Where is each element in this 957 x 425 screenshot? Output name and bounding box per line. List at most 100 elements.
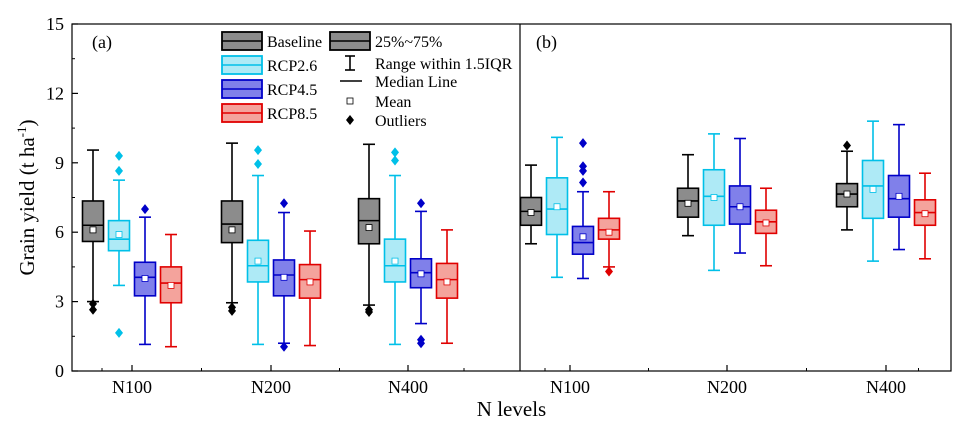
x-tick-label-panel1-n200: N200 xyxy=(251,377,291,397)
panel2-n400-baseline-box-group xyxy=(835,140,859,231)
panel2-n400-baseline-outlier-1 xyxy=(843,140,851,151)
panel2-n100-rcp8-5-outlier-1 xyxy=(605,266,613,277)
legend-entry-rcp2-6: RCP2.6 xyxy=(221,55,317,75)
panel1-n100-rcp2-6-outlier-3 xyxy=(115,327,123,338)
y-tick-label-12: 12 xyxy=(46,83,64,103)
panel1-n200-rcp2-6-outlier-1 xyxy=(254,145,262,156)
panel1-n400-rcp2-6-outlier-1 xyxy=(391,147,399,158)
x-tick-label-panel1-n100: N100 xyxy=(112,377,152,397)
panel2-n100-rcp8-5-box-group xyxy=(597,190,621,277)
panel1-n100-rcp2-6-mean xyxy=(115,231,123,238)
panel2-n100-rcp4-5-box-group xyxy=(571,138,595,280)
y-tick-label-3: 3 xyxy=(55,292,64,312)
legend-outlier-label: Outliers xyxy=(375,113,427,130)
panel1-n100-rcp2-6-box-group xyxy=(107,150,131,338)
panel1-n400-rcp4-5-outlier-3 xyxy=(417,338,425,349)
x-tick-label-panel2-n400: N400 xyxy=(866,377,906,397)
x-tick-label-panel1-n400: N400 xyxy=(388,377,428,397)
panel2-n100-rcp2-6-box-group xyxy=(545,136,569,279)
legend-mean-symbol xyxy=(346,97,354,105)
y-axis-title-superscript: -1 xyxy=(14,126,29,137)
panel1-n400-rcp4-5-box-group xyxy=(409,198,433,349)
legend-label-baseline: Baseline xyxy=(267,34,322,51)
legend-box-label: 25%~75% xyxy=(375,34,442,51)
panel1-n200-rcp2-6-mean xyxy=(254,257,262,265)
panel1-n100-baseline-mean xyxy=(89,226,97,234)
panel2-n400-rcp2-6-box-group xyxy=(861,120,885,262)
panel2-n400-rcp2-6-mean xyxy=(869,186,877,193)
legend-entry-rcp4-5: RCP4.5 xyxy=(221,79,317,99)
panel1-n100-rcp4-5-outlier-1 xyxy=(141,204,149,215)
legend-outlier-symbol xyxy=(346,115,354,125)
panel2-n400-baseline-mean xyxy=(843,190,851,198)
panel1-n200-rcp4-5-outlier-2 xyxy=(280,341,288,352)
legend-mean-label: Mean xyxy=(375,94,411,111)
panel1-n100-rcp4-5-box-group xyxy=(133,204,157,346)
panel1-n100-baseline-box-group xyxy=(81,149,105,315)
panel1-n100-rcp2-6-outlier-2 xyxy=(115,165,123,176)
legend-whisker-label: Range within 1.5IQR xyxy=(375,56,513,73)
panel1-n100-rcp8-5-mean xyxy=(167,282,175,289)
panel2-n100-rcp4-5-outlier-1 xyxy=(579,138,587,149)
panel1-n400-rcp2-6-mean xyxy=(391,257,399,265)
panel1-n400-rcp8-5-box-group xyxy=(435,229,459,345)
x-tick-label-panel2-n100: N100 xyxy=(550,377,590,397)
panel2-n100-rcp4-5-outlier-4 xyxy=(579,177,587,188)
panel1-n400-rcp4-5-outlier-1 xyxy=(417,198,425,209)
panel1-n100-baseline-outlier-1 xyxy=(89,298,97,309)
panel2-n400-rcp8-5-mean xyxy=(921,210,929,218)
panel1-n200-baseline-box-group xyxy=(220,142,244,316)
plot-frame xyxy=(71,23,952,372)
panel1-n400-rcp8-5-mean xyxy=(443,278,451,286)
panel1-n400-baseline-box-group xyxy=(357,143,381,318)
y-axis-title-close: ) xyxy=(15,119,39,126)
panel-label-b: (b) xyxy=(536,32,557,53)
legend-entry-baseline: Baseline xyxy=(221,31,322,51)
y-axis-title-main: Grain yield (t ha xyxy=(15,137,39,276)
panel2-n200-rcp2-6-box-group xyxy=(702,133,726,272)
panel2-n200-rcp4-5-box-group xyxy=(728,137,752,254)
y-axis-title: Grain yield (t ha-1) xyxy=(14,119,39,275)
y-tick-label-6: 6 xyxy=(55,222,64,242)
panel2-n100-rcp8-5-iqr-box xyxy=(597,217,621,240)
panel2-n400-rcp4-5-box-group xyxy=(887,123,911,251)
panel2-n200-baseline-box-group xyxy=(676,153,700,237)
x-tick-label-panel2-n200: N200 xyxy=(707,377,747,397)
y-tick-label-15: 15 xyxy=(46,14,64,34)
panel1-n100-baseline-outlier-2 xyxy=(89,304,97,315)
panel2-n200-rcp8-5-mean xyxy=(762,219,770,227)
panel1-n200-baseline-mean xyxy=(228,226,236,234)
legend-label-rcp2-6: RCP2.6 xyxy=(267,58,317,75)
panel1-n400-rcp4-5-mean xyxy=(417,270,425,278)
panel1-n200-baseline-iqr-box xyxy=(220,200,244,244)
panel1-n200-baseline-outlier-2 xyxy=(228,305,236,316)
panel2-n100-rcp4-5-iqr-box xyxy=(571,225,595,255)
panel1-n100-baseline-iqr-box xyxy=(81,200,105,243)
x-axis-title: N levels xyxy=(477,397,546,420)
panel1-n200-rcp4-5-mean xyxy=(280,273,288,281)
panel1-n400-rcp2-6-outlier-2 xyxy=(391,155,399,166)
panel1-n100-rcp4-5-mean xyxy=(141,275,149,282)
legend-entry-rcp8-5: RCP8.5 xyxy=(221,103,317,123)
panel2-n100-rcp4-5-outlier-3 xyxy=(579,165,587,176)
panel1-n100-rcp8-5-box-group xyxy=(159,233,183,348)
panel1-n400-baseline-mean xyxy=(365,224,373,231)
y-tick-label-9: 9 xyxy=(55,153,64,173)
panel2-n400-rcp4-5-mean xyxy=(895,192,903,200)
panel-label-a: (a) xyxy=(92,32,112,53)
panel1-n200-rcp8-5-mean xyxy=(306,278,314,286)
legend-label-rcp4-5: RCP4.5 xyxy=(267,82,317,99)
y-tick-label-0: 0 xyxy=(55,361,64,381)
panel2-n400-rcp8-5-box-group xyxy=(913,172,937,260)
panel1-n200-rcp4-5-box-group xyxy=(272,198,296,352)
panel2-n100-rcp2-6-mean xyxy=(553,203,561,211)
panel1-n200-rcp2-6-box-group xyxy=(246,145,270,346)
panel1-n400-rcp2-6-box-group xyxy=(383,147,407,346)
legend-median-label: Median Line xyxy=(375,74,457,91)
panel1-n400-baseline-outlier-2 xyxy=(365,307,373,318)
panel2-n100-baseline-mean xyxy=(527,209,535,216)
panel1-n200-rcp8-5-box-group xyxy=(298,230,322,347)
